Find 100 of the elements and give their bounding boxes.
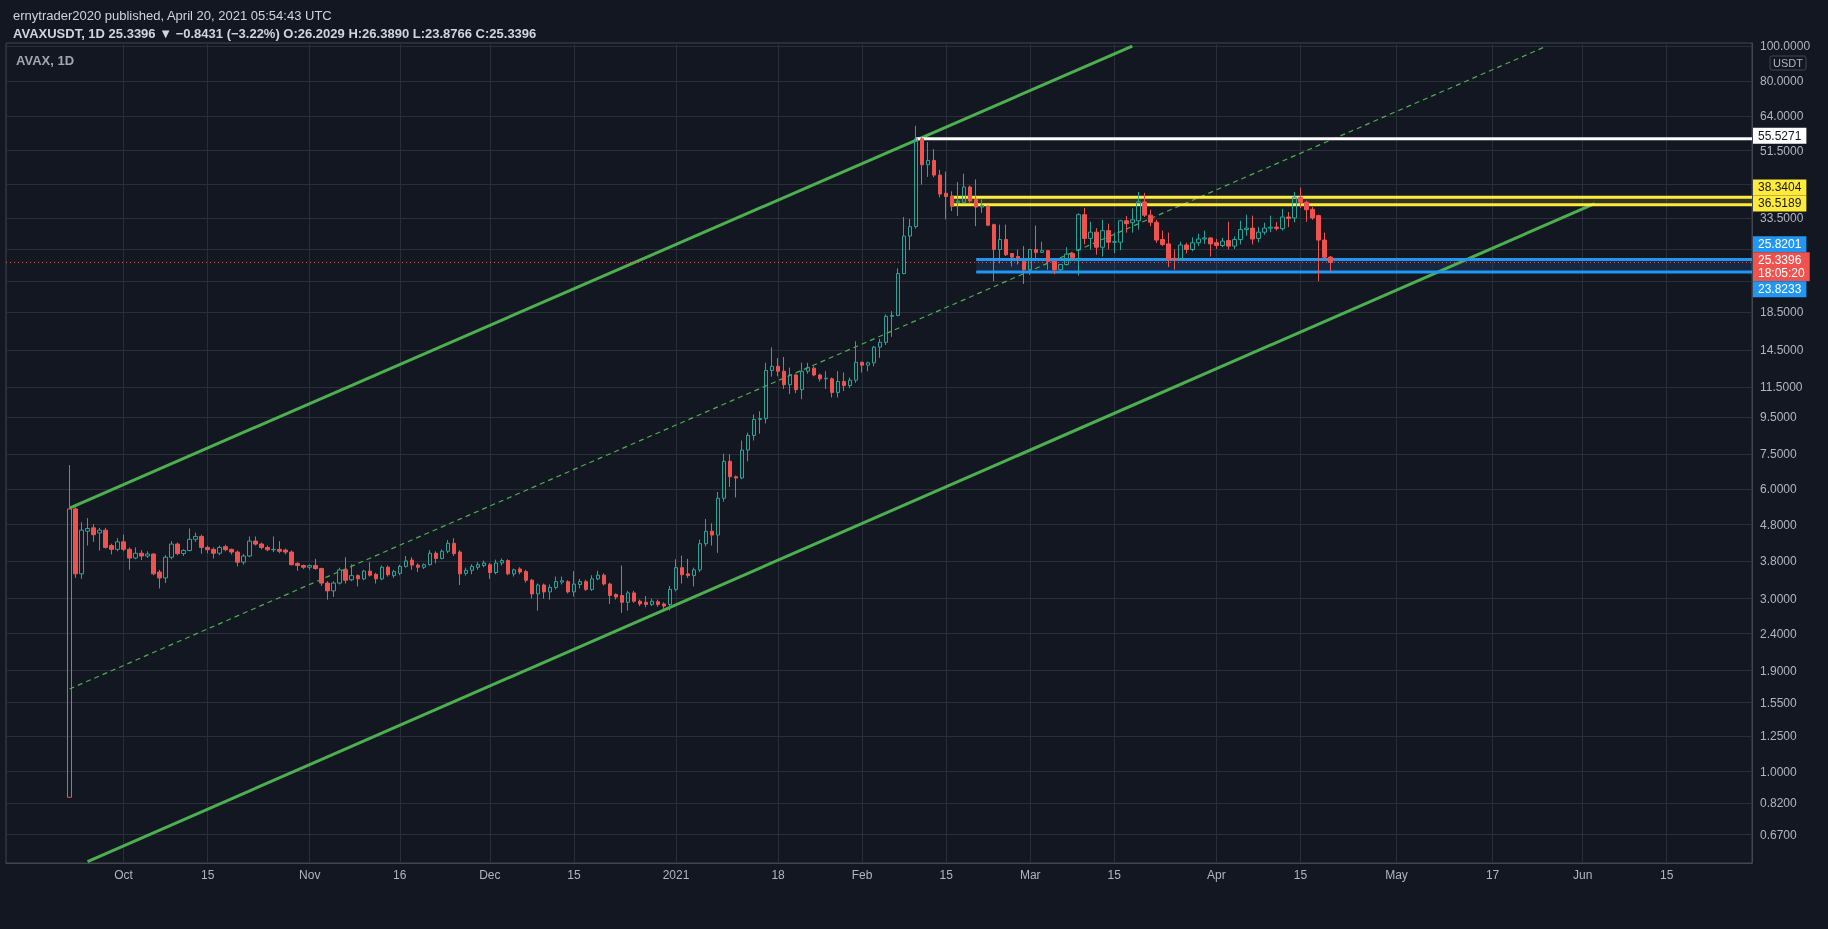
candlestick [518, 566, 522, 575]
candlestick [1106, 223, 1111, 251]
x-tick-label: May [1385, 868, 1408, 882]
y-tick-label: 0.6700 [1760, 827, 1798, 842]
data-label: 36.5189 [1758, 196, 1802, 211]
candlestick [398, 564, 402, 576]
candlestick [728, 453, 732, 488]
candlestick [452, 537, 456, 557]
candlestick [506, 558, 510, 576]
x-tick-label: 15 [1293, 868, 1308, 882]
candlestick [1100, 219, 1105, 258]
candlestick [794, 373, 798, 394]
data-label: 25.8201 [1758, 237, 1802, 252]
candlestick [842, 371, 846, 392]
candlestick [566, 579, 570, 594]
candlestick [386, 565, 390, 578]
candlestick [115, 537, 120, 552]
candlestick [1124, 215, 1129, 234]
candlestick [914, 125, 918, 230]
candlestick [710, 522, 714, 547]
data-label: 55.5271 [1758, 128, 1802, 143]
x-tick-label: Dec [479, 868, 501, 882]
candlestick [356, 573, 360, 587]
x-tick-label: 15 [939, 868, 954, 882]
candlestick [608, 582, 612, 605]
y-tick-label: 1.0000 [1760, 764, 1798, 779]
x-tick-label: Oct [114, 868, 134, 882]
candlestick [674, 558, 678, 592]
y-tick-label: 3.0000 [1760, 591, 1798, 606]
candlestick [578, 578, 582, 589]
candlestick [422, 562, 426, 570]
candlestick [175, 542, 180, 556]
candlestick [908, 218, 912, 251]
candlestick [878, 338, 882, 359]
x-tick-label: Nov [299, 868, 321, 882]
candlestick [1034, 225, 1038, 261]
candlestick [349, 563, 354, 582]
candlestick [1094, 227, 1099, 256]
candlestick [1184, 242, 1189, 255]
y-tick-label: 9.5000 [1760, 409, 1798, 424]
chart-title: ernytrader2020 published, April 20, 2021 05:54:43 UTC [13, 8, 332, 23]
candlestick [1292, 191, 1297, 223]
y-tick-label: 64.0000 [1760, 109, 1804, 124]
x-tick-label: 2021 [662, 868, 690, 882]
candlestick [830, 377, 834, 398]
candlestick [1040, 241, 1044, 254]
candlestick [626, 590, 630, 612]
y-tick-label: 6.0000 [1760, 482, 1798, 497]
y-tick-label: 51.5000 [1760, 143, 1804, 158]
y-axis-title: USDT [1773, 57, 1804, 69]
candlestick [416, 562, 420, 573]
candlestick [812, 365, 816, 377]
candlestick [584, 579, 588, 592]
y-tick-label: 18.5000 [1760, 304, 1804, 319]
candlestick [782, 356, 786, 390]
y-tick-label: 1.5500 [1760, 695, 1798, 710]
data-label: 38.3404 [1758, 180, 1802, 195]
data-label: 23.8233 [1758, 282, 1802, 297]
candlestick [1004, 224, 1008, 257]
candlestick [854, 340, 858, 384]
candlestick [776, 357, 780, 377]
candlestick [956, 181, 960, 217]
candlestick [494, 559, 498, 575]
candlestick [524, 569, 528, 584]
candlestick [722, 453, 726, 503]
candlestick [1028, 248, 1032, 276]
candlestick [614, 592, 618, 601]
x-tick-label: 18 [771, 868, 786, 882]
candlestick [374, 572, 378, 585]
candlestick [698, 539, 702, 573]
x-tick-label: Feb [851, 868, 873, 882]
candlestick [962, 173, 966, 205]
x-tick-label: 16 [393, 868, 407, 882]
candlestick [590, 574, 594, 592]
candlestick [860, 361, 864, 373]
candlestick [572, 570, 576, 597]
candlestick [536, 583, 540, 612]
y-tick-label: 3.8000 [1760, 554, 1798, 569]
y-tick-label: 14.5000 [1760, 343, 1804, 358]
candlestick [602, 572, 606, 586]
candlestick [890, 310, 894, 338]
candlestick [920, 136, 924, 186]
candlestick [944, 171, 948, 220]
candlestick [476, 561, 480, 571]
candlestick [458, 549, 462, 586]
candlestick [974, 178, 978, 227]
y-tick-label: 4.8000 [1760, 517, 1798, 532]
candlestick [1226, 221, 1231, 251]
candlestick [638, 599, 642, 607]
candlestick [806, 362, 810, 375]
candlestick [998, 224, 1002, 264]
x-tick-label: 15 [200, 868, 215, 882]
candlestick [764, 362, 768, 424]
candlestick [1178, 241, 1183, 262]
candlestick [404, 555, 408, 569]
candlestick [872, 345, 876, 367]
candlestick [704, 518, 708, 547]
candlestick [644, 595, 648, 608]
y-tick-label: 7.5000 [1760, 447, 1798, 462]
candlestick [307, 564, 312, 571]
